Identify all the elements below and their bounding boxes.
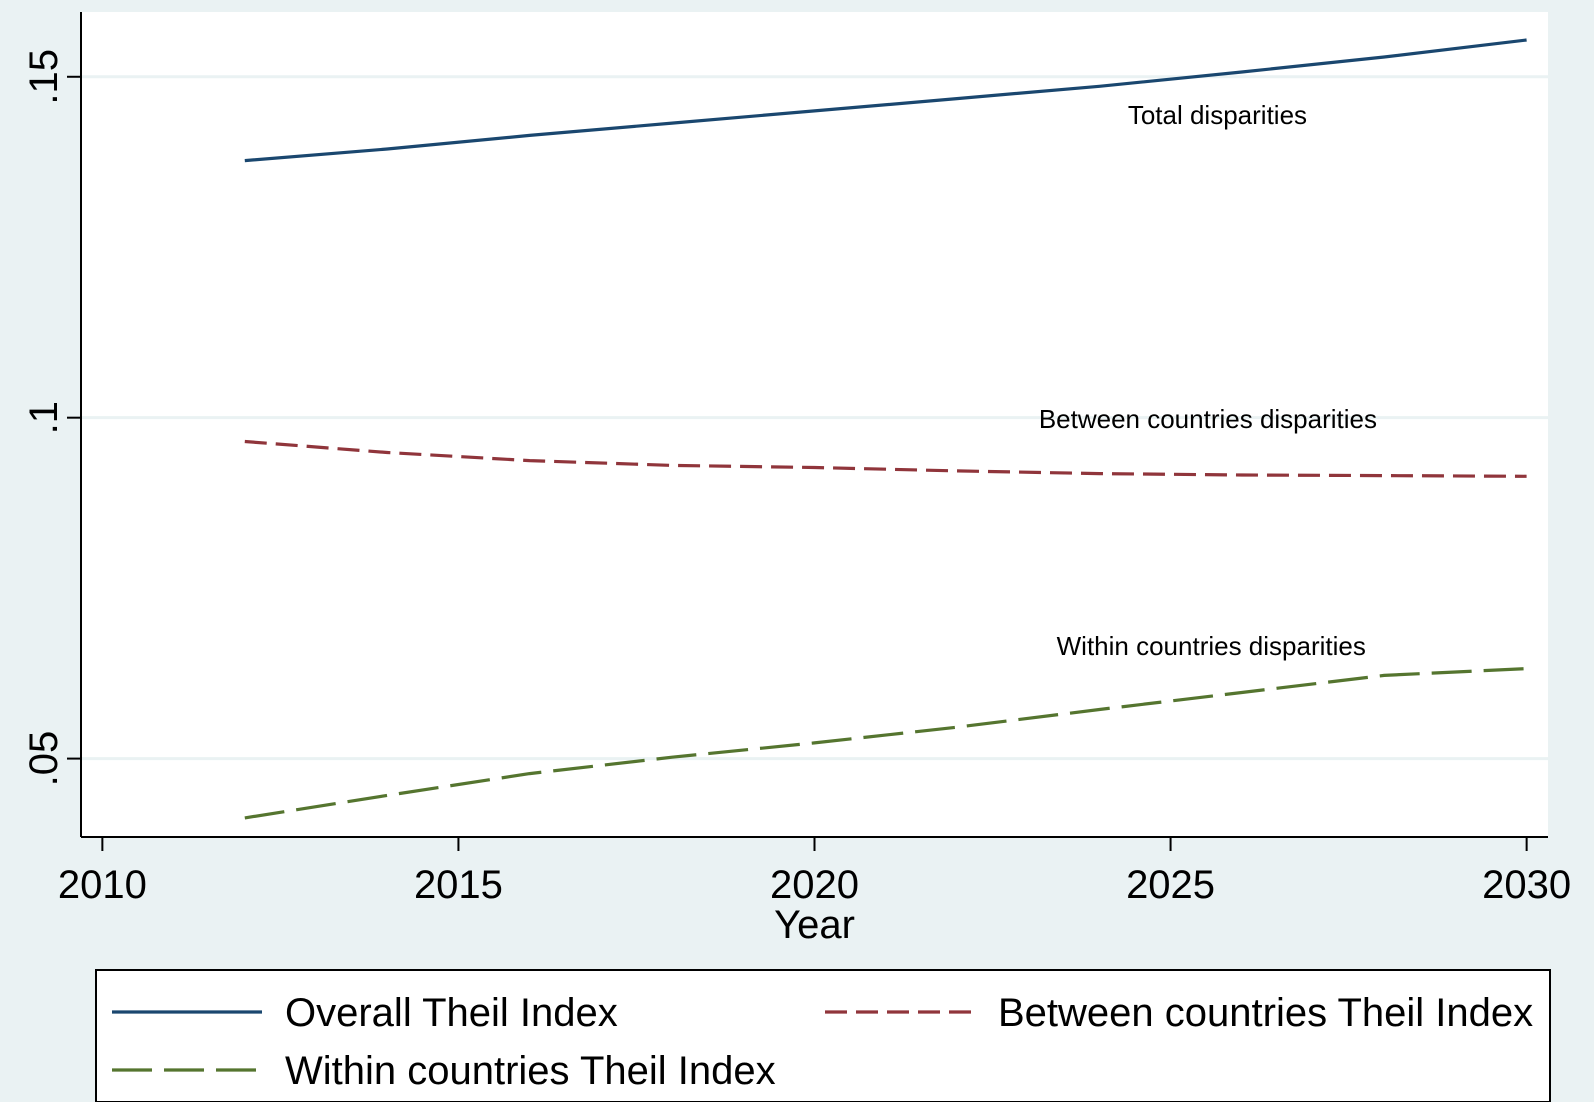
y-axis: .05 .1 .15 — [22, 12, 81, 837]
y-tick-label: .1 — [22, 401, 66, 434]
legend-label: Within countries Theil Index — [285, 1049, 776, 1093]
annotation-label: Between countries disparities — [1039, 404, 1377, 434]
legend-label: Between countries Theil Index — [998, 991, 1533, 1035]
x-tick-label: 2025 — [1126, 863, 1215, 907]
x-tick-label: 2015 — [414, 863, 503, 907]
annotation-label: Within countries disparities — [1057, 631, 1366, 661]
legend-label: Overall Theil Index — [285, 991, 618, 1035]
y-tick-label: .05 — [22, 731, 66, 787]
x-tick-label: 2020 — [770, 863, 859, 907]
annotation-label: Total disparities — [1128, 100, 1307, 130]
x-tick-label: 2030 — [1482, 863, 1571, 907]
y-tick-label: .15 — [22, 49, 66, 105]
x-axis-title: Year — [774, 903, 855, 947]
x-axis: 2010 2015 2020 2025 2030 — [58, 837, 1571, 907]
legend: Overall Theil Index Between countries The… — [96, 970, 1550, 1102]
x-tick-label: 2010 — [58, 863, 147, 907]
